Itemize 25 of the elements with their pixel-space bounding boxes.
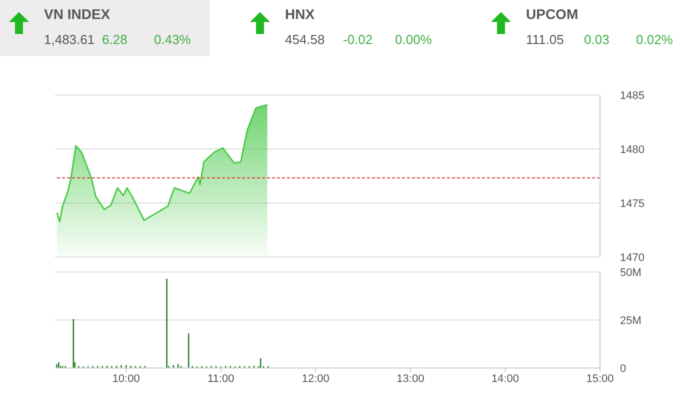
x-tick-label: 13:00: [396, 372, 424, 385]
data-label: 0.43%: [154, 32, 191, 47]
y-tick-label: 0: [620, 362, 626, 375]
category-label: UPCOM: [526, 6, 578, 22]
data-label: 111.05: [526, 32, 564, 47]
y-tick-label: 1480: [620, 144, 644, 156]
category-label: HNX: [285, 6, 315, 22]
data-label: 0.00%: [395, 32, 432, 47]
data-label: 454.58: [285, 32, 325, 47]
x-tick-label: 14:00: [491, 372, 519, 385]
data-label: 6.28: [102, 32, 128, 47]
data-label: 1,483.61: [44, 32, 95, 47]
y-tick-label: 1470: [620, 252, 644, 264]
y-tick-label: 25M: [620, 314, 642, 327]
data-label: -0.02: [343, 32, 373, 47]
x-tick-label: 10:00: [112, 372, 140, 385]
x-tick-label: 11:00: [208, 372, 234, 385]
data-label: 0.02%: [636, 32, 673, 47]
x-tick-label: 12:00: [302, 372, 330, 385]
y-tick-label: 1475: [620, 198, 644, 210]
y-tick-label: 1485: [620, 90, 644, 102]
x-tick-label: 15:00: [586, 372, 614, 385]
data-label: 0.03: [584, 32, 610, 47]
y-tick-label: 50M: [620, 266, 642, 279]
category-label: VN INDEX: [44, 6, 110, 22]
